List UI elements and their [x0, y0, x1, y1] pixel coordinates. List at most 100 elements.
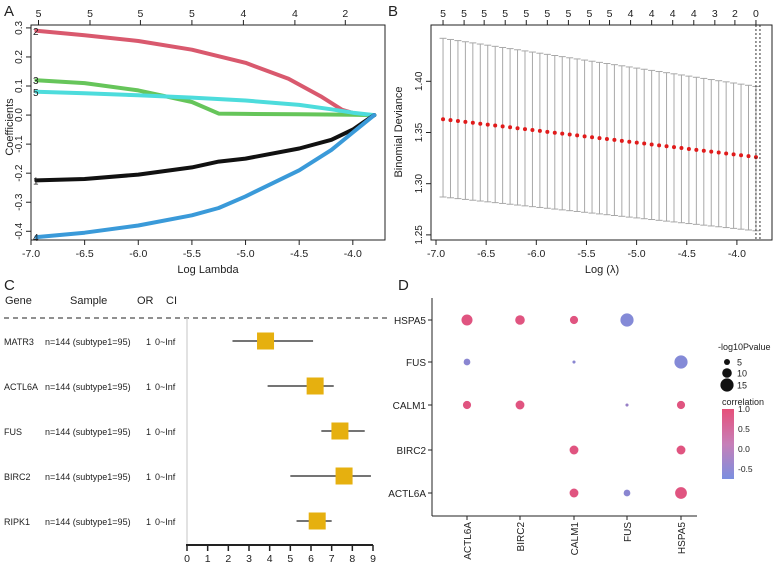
panel-b-x-ticks: -7.0 -6.5 -6.0 -5.5 -5.0 -4.5 -4.0	[427, 240, 746, 260]
panel-a-line-label-3: 3	[33, 76, 39, 87]
panel-c-ci-label: 0~Inf	[155, 517, 176, 527]
panel-d-bubble	[569, 315, 579, 325]
panel-a-y-tick-label: 0.1	[14, 79, 25, 93]
panel-b-y-ticks: 1.25 1.30 1.35 1.40	[414, 71, 431, 245]
panel-b-point	[463, 119, 468, 124]
panel-b-x-tick-label: -7.0	[427, 248, 445, 260]
panel-a-y-tick-label: -0.4	[14, 222, 25, 240]
panel-b-point	[567, 132, 572, 137]
panel-b-top-tick-label: 4	[691, 8, 697, 20]
panel-c-x-tick-label: 4	[267, 553, 273, 563]
panel-a-x-tick-label: -5.0	[236, 248, 254, 260]
panel-c-estimate-box	[306, 377, 324, 395]
panel-b-point	[664, 144, 669, 149]
panel-b: -7.0 -6.5 -6.0 -5.5 -5.0 -4.5 -4.0 1.25 1.30 1.3…	[393, 8, 773, 276]
panel-b-point	[485, 122, 490, 127]
panel-b-y-tick-label: 1.25	[414, 225, 425, 245]
panel-a-x-tick-label: -4.5	[290, 248, 308, 260]
panel-b-point	[455, 118, 460, 123]
panel-c: Gene Sample OR CI MATR3 n=144 (subtype1=9…	[4, 295, 387, 563]
panel-c-header-ci: CI	[166, 295, 177, 307]
panel-c-header-gene: Gene	[5, 295, 32, 307]
panel-label-a: A	[4, 3, 14, 20]
panel-b-point	[619, 138, 624, 143]
panel-b-x-tick-label: -4.5	[678, 248, 696, 260]
panel-b-top-tick-label: 5	[523, 8, 529, 20]
panel-d-bubble	[674, 355, 688, 369]
panel-a-top-tick-label: 2	[342, 8, 348, 20]
legend-color-title: correlation	[722, 397, 764, 407]
panel-b-x-tick-label: -6.0	[527, 248, 545, 260]
panel-a-line-label-4: 4	[33, 233, 39, 244]
panel-a-y-ticks: 0.3 0.2 0.1 0.0 -0.1 -0.2 -0.3 -0.4	[14, 21, 31, 240]
panel-c-sample-label: n=144 (subtype1=95)	[45, 517, 131, 527]
panel-b-points	[441, 117, 758, 160]
legend-color-tick-label: 0.5	[738, 424, 750, 434]
panel-d-bubbles	[461, 313, 688, 499]
panel-b-x-tick-label: -4.0	[728, 248, 746, 260]
panel-c-x-tick-label: 5	[287, 553, 293, 563]
legend-size-label: 10	[737, 369, 747, 379]
panel-c-x-tick-label: 9	[370, 553, 376, 563]
panel-b-top-tick-label: 5	[502, 8, 508, 20]
panel-a-y-tick-label: -0.2	[14, 164, 25, 182]
panel-d-bubble	[463, 358, 471, 366]
panel-c-ci-label: 0~Inf	[155, 472, 176, 482]
panel-c-rows: MATR3 n=144 (subtype1=95) 1 0~Inf ACTL6A n=14…	[4, 332, 371, 530]
panel-b-top-tick-label: 2	[732, 8, 738, 20]
panel-a-top-tick-label: 5	[137, 8, 143, 20]
panel-d-y-label: ACTL6A	[388, 489, 426, 500]
panel-c-x-ticks: 0 1 2 3 4 5 6 7 8 9	[184, 545, 376, 563]
panel-d-y-label: HSPA5	[394, 316, 426, 327]
panel-a-y-tick-label: 0.2	[14, 50, 25, 64]
panel-d-y-labels: HSPA5 FUS CALM1 BIRC2 ACTL6A	[388, 316, 432, 500]
panel-c-gene-label: RIPK1	[4, 517, 30, 527]
panel-b-y-tick-label: 1.40	[414, 71, 425, 91]
panel-c-estimate-box	[257, 332, 275, 350]
panel-a-line-1	[34, 113, 377, 183]
panel-b-top-tick-label: 5	[461, 8, 467, 20]
panel-b-point	[582, 134, 587, 139]
panel-b-point	[686, 146, 691, 151]
panel-b-point	[470, 120, 475, 125]
legend-color-tick-label: 1.0	[738, 404, 750, 414]
panel-b-point	[493, 123, 498, 128]
legend-size-title: -log10Pvalue	[718, 342, 771, 352]
legend-size-dot	[720, 378, 734, 392]
panel-c-gene-label: BIRC2	[4, 472, 31, 482]
legend-size-label: 15	[737, 381, 747, 391]
panel-c-or-label: 1	[146, 427, 151, 437]
panel-a-x-tick-label: -4.0	[344, 248, 362, 260]
panel-b-top-tick-label: 4	[649, 8, 655, 20]
panel-a-y-tick-label: -0.1	[14, 135, 25, 153]
legend-size-dot	[724, 359, 730, 365]
panel-b-point	[627, 139, 632, 144]
panel-a-x-tick-label: -6.0	[129, 248, 147, 260]
panel-d-bubble	[676, 400, 686, 410]
panel-c-ci-label: 0~Inf	[155, 337, 176, 347]
panel-b-point	[694, 147, 699, 152]
panel-d-x-label: CALM1	[570, 522, 581, 556]
panel-c-sample-label: n=144 (subtype1=95)	[45, 427, 131, 437]
panel-a-x-ticks: -7.0 -6.5 -6.0 -5.5 -5.0 -4.5 -4.0	[22, 240, 362, 260]
panel-b-y-axis-label: Binomial Deviance	[393, 86, 405, 177]
panel-b-point	[545, 129, 550, 134]
panel-c-estimate-box	[335, 467, 353, 485]
panel-d: ACTL6A BIRC2 CALM1 FUS HSPA5 HSPA5 FUS CALM1 BI…	[388, 298, 771, 560]
panel-b-point	[448, 118, 453, 123]
panel-c-x-tick-label: 0	[184, 553, 190, 563]
panel-c-or-label: 1	[146, 472, 151, 482]
panel-c-x-tick-label: 8	[349, 553, 355, 563]
panel-d-x-label: ACTL6A	[463, 522, 474, 560]
panel-b-point	[657, 143, 662, 148]
panel-b-point	[731, 152, 736, 157]
legend-color-bar	[722, 409, 734, 479]
panel-b-point	[500, 124, 505, 129]
panel-c-ci-label: 0~Inf	[155, 427, 176, 437]
panel-b-top-ticks: 5 5 5 5 5 5 5 5 5 4 4 4 4 3 2 0	[440, 8, 759, 25]
panel-b-top-tick-label: 5	[481, 8, 487, 20]
panel-b-top-tick-label: 4	[670, 8, 676, 20]
panel-b-y-tick-label: 1.35	[414, 122, 425, 142]
